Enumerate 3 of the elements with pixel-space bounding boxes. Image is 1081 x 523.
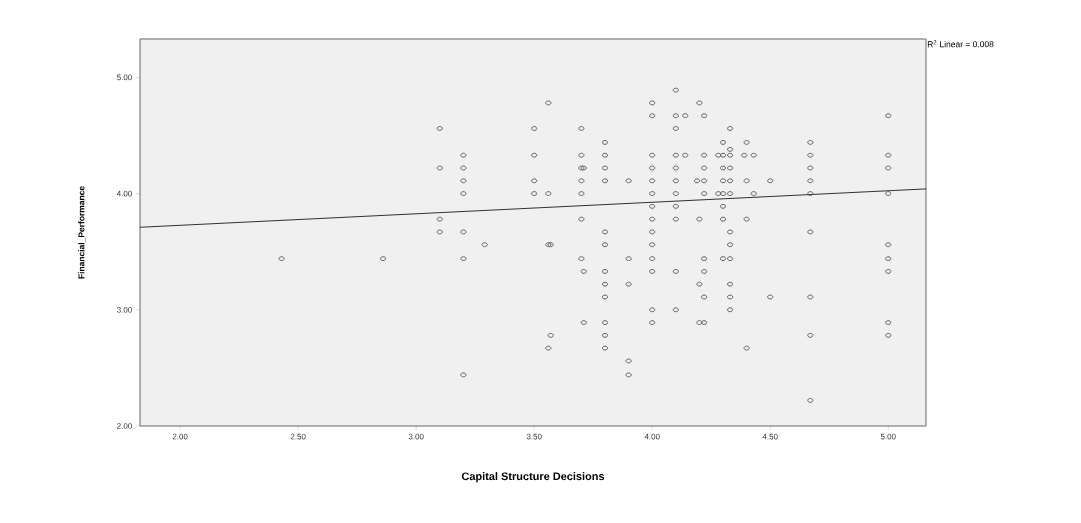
y-axis-title: Financial_Performance (78, 186, 86, 279)
x-axis-title: Capital Structure Decisions (461, 472, 605, 483)
text: R$^{2}$ Linear = 0.008 (927, 40, 994, 48)
